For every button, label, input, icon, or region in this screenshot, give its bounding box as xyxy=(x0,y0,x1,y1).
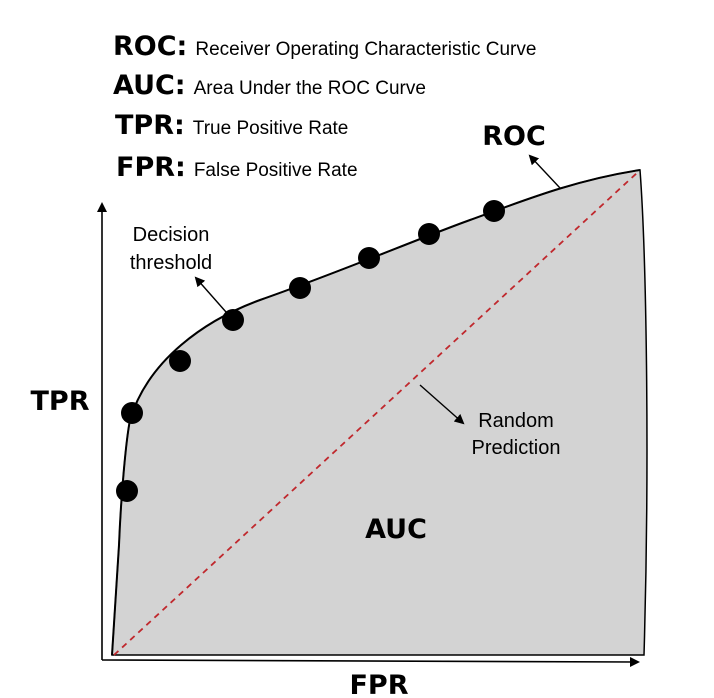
y-axis-label: TPR xyxy=(31,386,90,417)
decision-threshold-label-line2: threshold xyxy=(130,252,212,274)
definitions-block: ROC: Receiver Operating Characteristic Cu… xyxy=(113,31,536,183)
auc-label: AUC xyxy=(365,514,427,545)
random-prediction-label-line1: Random xyxy=(478,410,554,432)
definition-term-roc: ROC: xyxy=(113,31,187,62)
threshold-point xyxy=(483,200,505,222)
svg-text:AUC:Area Under the ROC Curve: AUC: Area Under the ROC Curve xyxy=(113,70,426,101)
threshold-annotation-arrow xyxy=(194,276,227,313)
random-annotation-arrow xyxy=(419,384,465,425)
random-prediction-line xyxy=(113,171,639,656)
threshold-point xyxy=(358,247,380,269)
definition-term-auc: AUC: xyxy=(113,70,186,101)
decision-threshold-label-line1: Decision xyxy=(133,224,210,246)
x-axis xyxy=(101,656,640,667)
svg-text:ROC:Receiver Operating Charact: ROC: Receiver Operating Characteristic Cu… xyxy=(113,31,536,62)
roc-annotation-arrow xyxy=(528,154,561,189)
roc-label: ROC xyxy=(482,121,546,152)
definition-term-tpr: TPR: xyxy=(115,110,185,141)
threshold-point xyxy=(289,277,311,299)
definition-term-fpr: FPR: xyxy=(116,152,186,183)
threshold-point xyxy=(121,402,143,424)
x-axis-label: FPR xyxy=(349,670,408,698)
definition-desc-roc: Receiver Operating Characteristic Curve xyxy=(195,39,536,60)
threshold-point xyxy=(116,480,138,502)
decision-threshold-points xyxy=(116,200,505,502)
threshold-point xyxy=(169,350,191,372)
svg-text:FPR:False Positive Rate: FPR: False Positive Rate xyxy=(116,152,358,183)
threshold-point xyxy=(418,223,440,245)
roc-curve xyxy=(111,169,641,656)
svg-text:TPR:True Positive Rate: TPR: True Positive Rate xyxy=(115,110,348,141)
definition-desc-tpr: True Positive Rate xyxy=(193,118,349,139)
random-prediction-label-line2: Prediction xyxy=(472,437,561,459)
threshold-point xyxy=(222,309,244,331)
definition-desc-fpr: False Positive Rate xyxy=(194,160,358,181)
definition-desc-auc: Area Under the ROC Curve xyxy=(194,78,426,99)
